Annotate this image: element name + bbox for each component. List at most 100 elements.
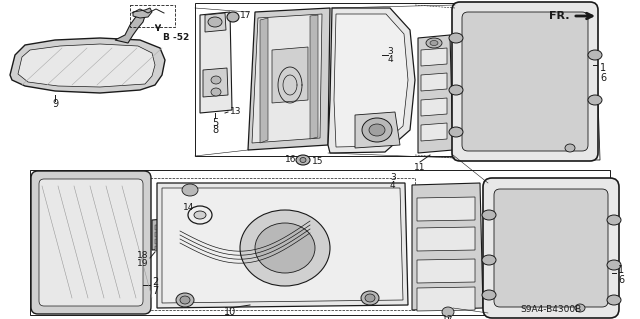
Text: 1: 1: [600, 63, 606, 73]
Text: 1: 1: [618, 265, 624, 275]
Text: 4: 4: [390, 182, 396, 190]
Polygon shape: [10, 38, 165, 93]
FancyBboxPatch shape: [483, 178, 619, 318]
Ellipse shape: [607, 215, 621, 225]
Ellipse shape: [565, 144, 575, 152]
Ellipse shape: [255, 223, 315, 273]
Text: 6: 6: [618, 275, 624, 285]
Text: 7: 7: [152, 286, 158, 296]
Bar: [155, 246, 177, 251]
Bar: [30, 170, 610, 315]
Ellipse shape: [607, 295, 621, 305]
Ellipse shape: [227, 12, 239, 22]
Text: 2: 2: [152, 277, 158, 287]
Ellipse shape: [588, 95, 602, 105]
Polygon shape: [252, 14, 322, 143]
Ellipse shape: [300, 158, 306, 162]
Text: 19: 19: [136, 259, 148, 269]
Ellipse shape: [176, 293, 194, 307]
Polygon shape: [200, 12, 232, 113]
Text: 4: 4: [387, 56, 393, 64]
Ellipse shape: [211, 76, 221, 84]
Ellipse shape: [208, 17, 222, 27]
Polygon shape: [421, 98, 447, 116]
FancyBboxPatch shape: [31, 171, 151, 314]
Polygon shape: [133, 8, 152, 18]
Polygon shape: [421, 73, 447, 91]
Text: 8: 8: [212, 125, 218, 135]
Text: 15: 15: [312, 158, 323, 167]
FancyBboxPatch shape: [39, 179, 143, 306]
Polygon shape: [355, 112, 400, 148]
Polygon shape: [260, 18, 268, 143]
Ellipse shape: [361, 291, 379, 305]
Polygon shape: [152, 218, 180, 250]
Ellipse shape: [482, 290, 496, 300]
Ellipse shape: [369, 124, 385, 136]
Text: B -52: B -52: [163, 33, 189, 41]
Polygon shape: [417, 259, 475, 283]
Polygon shape: [412, 183, 483, 310]
Ellipse shape: [482, 210, 496, 220]
Polygon shape: [18, 44, 155, 87]
Ellipse shape: [607, 260, 621, 270]
Polygon shape: [421, 123, 447, 141]
Polygon shape: [421, 48, 447, 66]
Polygon shape: [157, 183, 408, 308]
FancyBboxPatch shape: [494, 189, 608, 307]
Bar: [150, 178, 415, 310]
Ellipse shape: [296, 155, 310, 165]
Text: S9A4-B4300B: S9A4-B4300B: [520, 305, 581, 314]
Polygon shape: [328, 8, 415, 153]
Ellipse shape: [449, 127, 463, 137]
Text: 5: 5: [212, 118, 218, 128]
Polygon shape: [248, 8, 330, 150]
Ellipse shape: [362, 118, 392, 142]
Text: 13: 13: [230, 108, 241, 116]
FancyBboxPatch shape: [452, 2, 598, 161]
FancyBboxPatch shape: [462, 12, 588, 151]
Polygon shape: [203, 68, 228, 97]
Polygon shape: [115, 14, 145, 43]
Ellipse shape: [211, 88, 221, 96]
Polygon shape: [417, 227, 475, 251]
Polygon shape: [418, 35, 453, 153]
Ellipse shape: [194, 211, 206, 219]
Polygon shape: [334, 14, 408, 147]
Bar: [195, 3, 595, 156]
Bar: [155, 225, 177, 230]
Polygon shape: [417, 287, 475, 311]
Text: 17: 17: [240, 11, 252, 20]
Ellipse shape: [442, 307, 454, 317]
Text: 12: 12: [442, 315, 454, 319]
Ellipse shape: [365, 294, 375, 302]
Ellipse shape: [240, 210, 330, 286]
Ellipse shape: [430, 41, 438, 46]
Polygon shape: [417, 197, 475, 221]
Polygon shape: [205, 13, 226, 32]
Text: 11: 11: [414, 164, 426, 173]
Ellipse shape: [426, 38, 442, 48]
Text: FR.: FR.: [550, 11, 570, 21]
Text: 9: 9: [52, 99, 58, 109]
Ellipse shape: [182, 184, 198, 196]
Bar: [130, 5, 175, 27]
Polygon shape: [272, 47, 308, 103]
Ellipse shape: [180, 296, 190, 304]
Text: 18: 18: [136, 251, 148, 261]
Polygon shape: [310, 15, 318, 139]
Text: 6: 6: [600, 73, 606, 83]
Ellipse shape: [575, 304, 585, 312]
Text: 16: 16: [285, 155, 296, 165]
Polygon shape: [162, 188, 403, 303]
Text: 10: 10: [224, 307, 236, 317]
Ellipse shape: [449, 85, 463, 95]
Ellipse shape: [482, 255, 496, 265]
Bar: [155, 232, 177, 237]
Text: 3: 3: [387, 48, 393, 56]
Text: 14: 14: [182, 204, 194, 212]
Ellipse shape: [449, 33, 463, 43]
Bar: [155, 239, 177, 244]
Text: 3: 3: [390, 174, 396, 182]
Ellipse shape: [588, 50, 602, 60]
